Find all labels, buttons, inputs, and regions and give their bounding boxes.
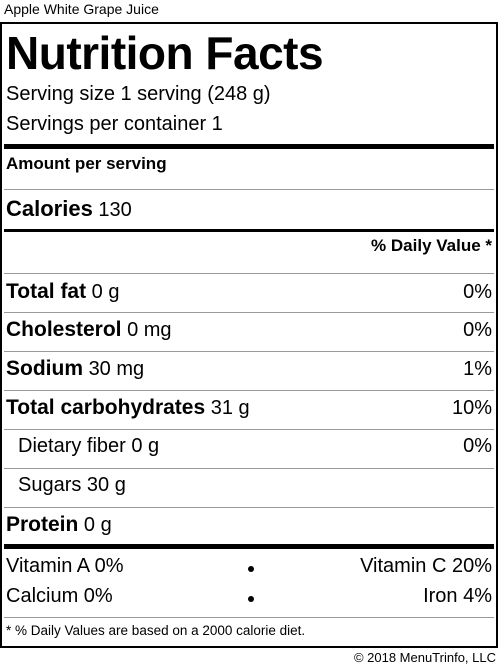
nutrient-dv: 10% bbox=[451, 397, 492, 419]
nutrient-amount: 31 g bbox=[210, 397, 250, 419]
footnote: * % Daily Values are based on a 2000 cal… bbox=[6, 623, 306, 638]
label-title: Nutrition Facts bbox=[6, 27, 324, 79]
nutrient-name: Sugars 30 g bbox=[18, 474, 126, 496]
medium-divider bbox=[4, 229, 494, 232]
divider bbox=[4, 273, 494, 274]
nutrient-amount: 30 mg bbox=[88, 358, 145, 380]
divider bbox=[4, 390, 494, 391]
calcium: Calcium 0% bbox=[6, 585, 113, 607]
divider bbox=[4, 312, 494, 313]
divider bbox=[4, 351, 494, 352]
nutrient-name: Total carbohydrates bbox=[6, 396, 206, 419]
nutrient-name: Dietary fiber 0 g bbox=[18, 435, 160, 457]
nutrient-name: Cholesterol bbox=[6, 318, 122, 341]
nutrient-dv: 1% bbox=[463, 358, 492, 380]
nutrient-name: Sodium bbox=[6, 357, 83, 380]
nutrient-name: Protein bbox=[6, 513, 79, 536]
divider bbox=[4, 468, 494, 469]
bullet-dot bbox=[248, 566, 254, 572]
thick-divider bbox=[4, 544, 494, 549]
serving-size: Serving size 1 serving (248 g) bbox=[6, 83, 271, 105]
nutrient-row-total-fat: Total fat 0 g 0% bbox=[6, 278, 492, 306]
vitamin-a: Vitamin A 0% bbox=[6, 555, 124, 577]
nutrient-amount: 0 g bbox=[91, 281, 120, 303]
calories-row: Calories 130 bbox=[6, 196, 132, 223]
nutrient-row-protein: Protein 0 g bbox=[6, 511, 492, 539]
calories-value: 130 bbox=[98, 199, 132, 221]
amount-per-serving: Amount per serving bbox=[6, 154, 167, 173]
servings-per-container: Servings per container 1 bbox=[6, 113, 223, 135]
nutrient-name: Total fat bbox=[6, 280, 87, 303]
copyright: © 2018 MenuTrinfo, LLC bbox=[353, 650, 496, 665]
nutrient-dv: 0% bbox=[463, 435, 492, 457]
nutrient-row-cholesterol: Cholesterol 0 mg 0% bbox=[6, 316, 492, 344]
divider bbox=[4, 189, 494, 190]
nutrient-row-sugars: Sugars 30 g bbox=[18, 471, 492, 499]
vitamin-c: Vitamin C 20% bbox=[360, 555, 492, 577]
product-name: Apple White Grape Juice bbox=[4, 1, 159, 17]
nutrient-dv: 0% bbox=[463, 319, 492, 341]
divider bbox=[4, 617, 494, 618]
calories-label: Calories bbox=[6, 196, 93, 221]
nutrition-label: Nutrition Facts Serving size 1 serving (… bbox=[0, 22, 498, 648]
nutrient-amount: 0 g bbox=[83, 514, 112, 536]
nutrient-amount: 0 mg bbox=[127, 319, 172, 341]
divider bbox=[4, 507, 494, 508]
nutrient-row-total-carbohydrates: Total carbohydrates 31 g 10% bbox=[6, 394, 492, 422]
nutrient-row-sodium: Sodium 30 mg 1% bbox=[6, 355, 492, 383]
nutrient-row-dietary-fiber: Dietary fiber 0 g 0% bbox=[18, 432, 492, 460]
nutrient-dv: 0% bbox=[463, 281, 492, 303]
daily-value-header: % Daily Value * bbox=[371, 236, 492, 255]
divider bbox=[4, 429, 494, 430]
iron: Iron 4% bbox=[423, 585, 492, 607]
bullet-dot bbox=[248, 596, 254, 602]
thick-divider bbox=[4, 144, 494, 149]
